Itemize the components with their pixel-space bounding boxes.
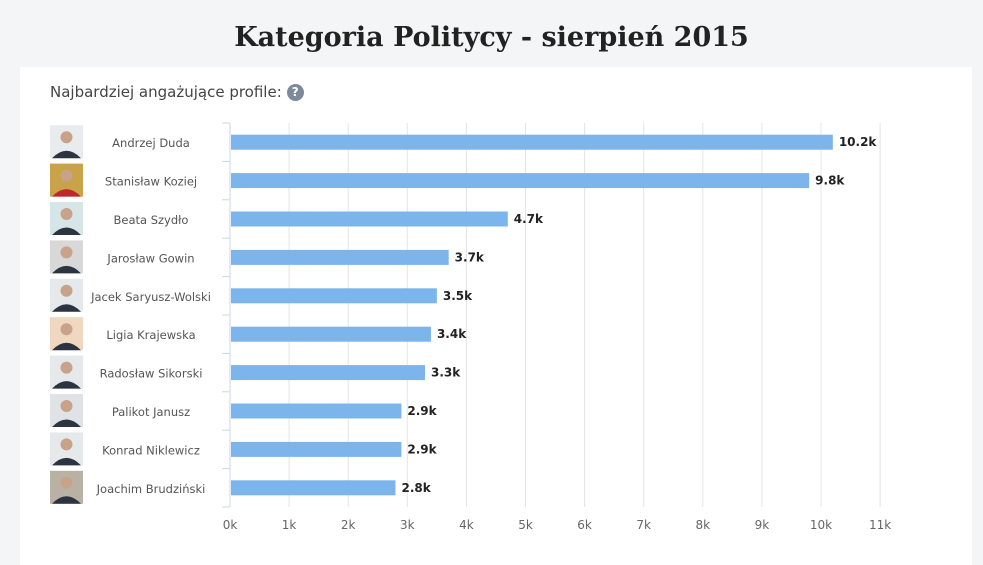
bar bbox=[231, 365, 426, 381]
category-label: Palikot Janusz bbox=[112, 405, 190, 419]
bar bbox=[231, 134, 833, 150]
x-tick-label: 10k bbox=[810, 518, 832, 532]
data-label: 2.8k bbox=[401, 481, 431, 495]
avatar bbox=[50, 125, 83, 159]
avatar bbox=[50, 278, 83, 312]
x-tick-label: 0k bbox=[223, 518, 238, 532]
category-label: Andrzej Duda bbox=[112, 136, 190, 150]
x-tick-label: 3k bbox=[400, 518, 415, 532]
bar bbox=[231, 249, 449, 265]
x-tick-label: 2k bbox=[341, 518, 356, 532]
bar-chart: 0k 1k 2k 3k 4k 5k 6k 7k 8k 9k 10k 11k Andrzej Duda 10… bbox=[50, 122, 891, 532]
data-label: 3.5k bbox=[443, 289, 473, 303]
category-label: Konrad Niklewicz bbox=[102, 443, 200, 457]
avatar bbox=[50, 163, 83, 197]
bar bbox=[231, 403, 402, 419]
x-tick-label: 1k bbox=[282, 518, 297, 532]
x-tick-label: 11k bbox=[869, 518, 891, 532]
avatar bbox=[50, 317, 83, 351]
data-label: 4.7k bbox=[514, 212, 544, 226]
category-label: Stanisław Koziej bbox=[105, 175, 197, 189]
x-tick-label: 4k bbox=[459, 518, 474, 532]
subtitle-text: Najbardziej angażujące profile: bbox=[50, 83, 282, 101]
avatar bbox=[50, 202, 83, 235]
category-label: Ligia Krajewska bbox=[106, 328, 195, 342]
category-label: Joachim Brudziński bbox=[96, 482, 206, 496]
question-circle-icon[interactable]: ? bbox=[286, 84, 304, 101]
category-label: Jacek Saryusz-Wolski bbox=[90, 290, 211, 304]
avatar bbox=[50, 394, 83, 427]
x-tick-label: 8k bbox=[696, 518, 711, 532]
category-label: Radosław Sikorski bbox=[100, 367, 203, 381]
x-tick-label: 6k bbox=[577, 518, 592, 532]
bar bbox=[231, 480, 396, 496]
data-label: 2.9k bbox=[407, 442, 437, 456]
data-label: 3.4k bbox=[437, 327, 467, 341]
chart-subtitle: Najbardziej angażujące profile:? bbox=[50, 83, 304, 101]
bar bbox=[231, 211, 508, 227]
avatar bbox=[50, 432, 83, 466]
x-tick-label: 7k bbox=[636, 518, 651, 532]
bar bbox=[231, 441, 402, 457]
avatar bbox=[50, 355, 83, 389]
category-label: Jarosław Gowin bbox=[106, 251, 194, 265]
chart-card: Najbardziej angażujące profile:? 0k 1k 2k 3… bbox=[20, 67, 972, 565]
avatar bbox=[50, 470, 83, 504]
data-label: 3.3k bbox=[431, 366, 461, 380]
bar bbox=[231, 173, 810, 189]
x-tick-label: 5k bbox=[518, 518, 533, 532]
data-label: 3.7k bbox=[455, 250, 485, 264]
page-title: Kategoria Politycy - sierpień 2015 bbox=[234, 22, 749, 53]
x-tick-label: 9k bbox=[755, 518, 770, 532]
data-label: 9.8k bbox=[815, 174, 845, 188]
bar bbox=[231, 326, 431, 342]
data-label: 10.2k bbox=[839, 135, 878, 149]
data-label: 2.9k bbox=[407, 404, 437, 418]
bar bbox=[231, 288, 437, 304]
avatar bbox=[50, 240, 83, 274]
category-label: Beata Szydło bbox=[114, 213, 189, 227]
